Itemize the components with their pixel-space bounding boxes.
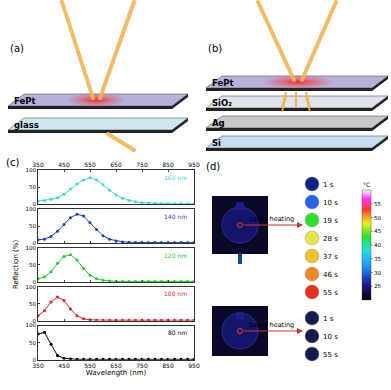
svg-text:Ag: Ag	[212, 118, 225, 128]
svg-text:Laser heating: Laser heating	[250, 321, 294, 329]
svg-text:45: 45	[374, 228, 381, 234]
svg-text:(b): (b)	[208, 43, 222, 54]
svg-text:50: 50	[29, 340, 36, 346]
svg-text:850: 850	[162, 161, 174, 168]
svg-text:850: 850	[162, 362, 174, 369]
svg-text:120 nm: 120 nm	[164, 252, 187, 259]
svg-text:Wavelength (nm): Wavelength (nm)	[86, 369, 147, 377]
svg-text:40: 40	[374, 242, 381, 248]
svg-text:37 s: 37 s	[323, 253, 338, 261]
svg-text:160 nm: 160 nm	[164, 174, 187, 181]
svg-text:100 nm: 100 nm	[164, 290, 187, 297]
svg-text:100: 100	[26, 206, 37, 212]
svg-text:550: 550	[84, 161, 96, 168]
svg-text:55: 55	[374, 201, 381, 207]
svg-text:50: 50	[29, 223, 36, 229]
svg-text:100: 100	[26, 322, 37, 328]
svg-text:°C: °C	[363, 181, 370, 188]
svg-text:100: 100	[26, 167, 37, 173]
svg-text:0: 0	[33, 318, 37, 324]
svg-text:0: 0	[33, 240, 37, 246]
svg-text:(d): (d)	[206, 161, 220, 172]
svg-text:950: 950	[188, 362, 200, 369]
svg-text:750: 750	[136, 362, 148, 369]
svg-text:1 s: 1 s	[323, 315, 334, 323]
svg-text:650: 650	[110, 362, 122, 369]
svg-text:55 s: 55 s	[323, 289, 338, 297]
svg-text:0: 0	[33, 201, 37, 207]
svg-text:0: 0	[33, 279, 37, 285]
svg-text:100: 100	[26, 245, 37, 251]
svg-text:100: 100	[26, 284, 37, 290]
svg-text:950: 950	[188, 161, 200, 168]
svg-text:1 s: 1 s	[323, 181, 334, 189]
svg-text:50: 50	[374, 215, 381, 221]
svg-text:19 s: 19 s	[323, 217, 338, 225]
svg-text:46 s: 46 s	[323, 271, 338, 279]
svg-text:Reflection (%): Reflection (%)	[12, 240, 20, 289]
svg-text:0: 0	[33, 357, 37, 363]
svg-text:50: 50	[29, 262, 36, 268]
svg-text:35: 35	[374, 256, 381, 262]
svg-text:Laser heating: Laser heating	[250, 215, 294, 223]
svg-text:FePt: FePt	[14, 96, 36, 106]
svg-text:glass: glass	[14, 120, 39, 130]
svg-text:650: 650	[110, 161, 122, 168]
svg-text:350: 350	[32, 161, 44, 168]
svg-text:750: 750	[136, 161, 148, 168]
svg-text:10 s: 10 s	[323, 199, 338, 207]
svg-text:28 s: 28 s	[323, 235, 338, 243]
svg-text:140 nm: 140 nm	[164, 213, 187, 220]
svg-text:(c): (c)	[6, 157, 19, 168]
svg-text:FePt: FePt	[212, 78, 234, 88]
svg-text:550: 550	[84, 362, 96, 369]
svg-text:30: 30	[374, 270, 381, 276]
svg-text:SiO₂: SiO₂	[212, 98, 232, 108]
svg-text:450: 450	[58, 161, 70, 168]
svg-text:50: 50	[29, 184, 36, 190]
svg-text:25: 25	[374, 283, 381, 289]
svg-text:55 s: 55 s	[323, 351, 338, 359]
svg-text:50: 50	[29, 301, 36, 307]
svg-text:10 s: 10 s	[323, 333, 338, 341]
svg-text:(a): (a)	[10, 43, 24, 54]
svg-text:80 nm: 80 nm	[168, 329, 187, 336]
svg-text:Si: Si	[212, 138, 221, 148]
svg-text:450: 450	[58, 362, 70, 369]
svg-text:350: 350	[32, 362, 44, 369]
